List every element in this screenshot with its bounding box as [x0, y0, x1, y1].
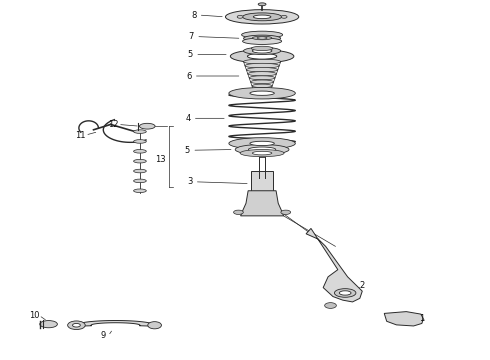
Ellipse shape: [248, 147, 276, 152]
Bar: [251, 171, 273, 193]
Polygon shape: [306, 228, 362, 302]
Ellipse shape: [244, 35, 281, 41]
Text: 2: 2: [360, 281, 365, 290]
Ellipse shape: [247, 53, 277, 59]
Ellipse shape: [253, 88, 271, 91]
Polygon shape: [76, 320, 155, 326]
Ellipse shape: [252, 151, 272, 155]
Text: 8: 8: [191, 10, 196, 19]
Ellipse shape: [134, 169, 147, 173]
Ellipse shape: [134, 140, 147, 143]
Ellipse shape: [134, 159, 147, 163]
Ellipse shape: [244, 59, 281, 64]
Ellipse shape: [250, 80, 273, 84]
Ellipse shape: [40, 320, 57, 328]
Polygon shape: [241, 191, 284, 216]
Ellipse shape: [258, 3, 266, 6]
Text: 4: 4: [185, 114, 191, 123]
Ellipse shape: [252, 84, 272, 87]
Ellipse shape: [245, 63, 279, 68]
Ellipse shape: [339, 291, 351, 295]
Ellipse shape: [134, 179, 147, 183]
Ellipse shape: [281, 210, 291, 215]
Ellipse shape: [134, 130, 147, 134]
Ellipse shape: [229, 87, 295, 99]
Ellipse shape: [243, 38, 282, 44]
Text: 13: 13: [155, 155, 165, 164]
Ellipse shape: [252, 49, 272, 53]
Ellipse shape: [334, 289, 356, 297]
Polygon shape: [384, 312, 423, 326]
Ellipse shape: [325, 303, 336, 309]
Text: 5: 5: [185, 146, 190, 155]
Text: 10: 10: [29, 311, 39, 320]
Text: 11: 11: [75, 131, 86, 140]
Ellipse shape: [134, 149, 147, 153]
Text: 7: 7: [189, 32, 194, 41]
Ellipse shape: [234, 210, 244, 215]
Text: 3: 3: [187, 177, 193, 186]
Ellipse shape: [253, 15, 271, 19]
Ellipse shape: [230, 50, 294, 63]
Ellipse shape: [225, 10, 299, 24]
Ellipse shape: [68, 321, 85, 329]
Ellipse shape: [250, 141, 274, 145]
Ellipse shape: [249, 76, 275, 80]
Ellipse shape: [73, 323, 80, 327]
Ellipse shape: [240, 149, 284, 157]
Ellipse shape: [140, 123, 155, 129]
Ellipse shape: [242, 31, 283, 39]
Ellipse shape: [244, 47, 281, 54]
Ellipse shape: [246, 67, 278, 72]
Text: 1: 1: [419, 314, 424, 323]
Ellipse shape: [257, 37, 267, 39]
Ellipse shape: [252, 36, 272, 40]
Text: 6: 6: [186, 72, 192, 81]
Text: 5: 5: [188, 50, 193, 59]
Ellipse shape: [281, 15, 287, 18]
Ellipse shape: [148, 321, 161, 329]
Text: 12: 12: [108, 120, 118, 129]
Ellipse shape: [243, 13, 282, 21]
Ellipse shape: [237, 15, 243, 18]
Ellipse shape: [229, 138, 295, 149]
Ellipse shape: [134, 189, 147, 193]
Ellipse shape: [250, 91, 274, 95]
Ellipse shape: [248, 72, 276, 76]
Ellipse shape: [235, 144, 289, 154]
Text: 9: 9: [100, 332, 106, 341]
Ellipse shape: [251, 46, 273, 50]
Ellipse shape: [255, 93, 270, 95]
